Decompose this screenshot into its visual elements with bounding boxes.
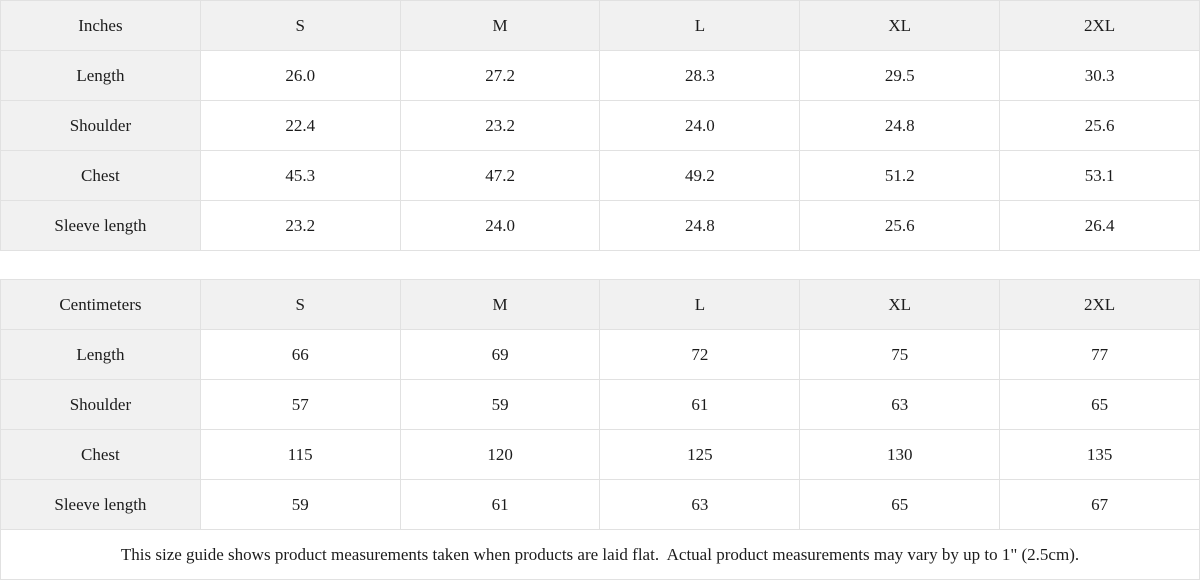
measurement-value: 59 xyxy=(399,379,601,430)
table-row: Chest 45.3 47.2 49.2 51.2 53.1 xyxy=(0,150,1200,201)
measurement-value: 24.8 xyxy=(799,100,1001,151)
measurement-value: 26.4 xyxy=(999,200,1200,251)
centimeters-header-row: Centimeters S M L XL 2XL xyxy=(0,279,1200,330)
measurement-label: Shoulder xyxy=(0,100,201,151)
measurement-value: 61 xyxy=(599,379,801,430)
measurement-value: 49.2 xyxy=(599,150,801,201)
measurement-value: 72 xyxy=(599,329,801,380)
footnote-text: This size guide shows product measuremen… xyxy=(0,529,1200,580)
measurement-value: 24.0 xyxy=(599,100,801,151)
table-row: Shoulder 22.4 23.2 24.0 24.8 25.6 xyxy=(0,100,1200,151)
measurement-value: 53.1 xyxy=(999,150,1200,201)
measurement-value: 25.6 xyxy=(799,200,1001,251)
measurement-value: 30.3 xyxy=(999,50,1200,101)
footnote-section: This size guide shows product measuremen… xyxy=(0,529,1200,580)
measurement-value: 65 xyxy=(999,379,1200,430)
centimeters-section: Centimeters S M L XL 2XL Length 66 69 72… xyxy=(0,279,1200,530)
unit-header-inches: Inches xyxy=(0,0,201,51)
measurement-value: 63 xyxy=(599,479,801,530)
measurement-value: 135 xyxy=(999,429,1200,480)
size-header-xl: XL xyxy=(799,279,1001,330)
table-row: Length 66 69 72 75 77 xyxy=(0,329,1200,380)
measurement-value: 24.8 xyxy=(599,200,801,251)
size-header-l: L xyxy=(599,0,801,51)
table-row: Shoulder 57 59 61 63 65 xyxy=(0,379,1200,430)
measurement-value: 23.2 xyxy=(399,100,601,151)
measurement-value: 47.2 xyxy=(399,150,601,201)
section-spacer xyxy=(0,250,1200,280)
measurement-value: 120 xyxy=(399,429,601,480)
measurement-value: 67 xyxy=(999,479,1200,530)
measurement-value: 23.2 xyxy=(199,200,401,251)
measurement-value: 66 xyxy=(199,329,401,380)
measurement-value: 77 xyxy=(999,329,1200,380)
measurement-label: Sleeve length xyxy=(0,200,201,251)
measurement-value: 57 xyxy=(199,379,401,430)
size-header-2xl: 2XL xyxy=(999,279,1200,330)
measurement-value: 65 xyxy=(799,479,1001,530)
inches-section: Inches S M L XL 2XL Length 26.0 27.2 28.… xyxy=(0,0,1200,251)
measurement-value: 115 xyxy=(199,429,401,480)
unit-header-centimeters: Centimeters xyxy=(0,279,201,330)
measurement-value: 130 xyxy=(799,429,1001,480)
spacer-cell xyxy=(0,250,1200,280)
size-header-m: M xyxy=(399,0,601,51)
measurement-value: 69 xyxy=(399,329,601,380)
measurement-value: 22.4 xyxy=(199,100,401,151)
measurement-value: 24.0 xyxy=(399,200,601,251)
measurement-value: 26.0 xyxy=(199,50,401,101)
measurement-label: Chest xyxy=(0,429,201,480)
measurement-value: 27.2 xyxy=(399,50,601,101)
measurement-value: 45.3 xyxy=(199,150,401,201)
size-header-l: L xyxy=(599,279,801,330)
measurement-value: 63 xyxy=(799,379,1001,430)
measurement-label: Length xyxy=(0,329,201,380)
table-row: Length 26.0 27.2 28.3 29.5 30.3 xyxy=(0,50,1200,101)
footnote-row: This size guide shows product measuremen… xyxy=(0,529,1200,580)
size-header-s: S xyxy=(199,279,401,330)
measurement-value: 61 xyxy=(399,479,601,530)
size-header-s: S xyxy=(199,0,401,51)
table-row: Sleeve length 23.2 24.0 24.8 25.6 26.4 xyxy=(0,200,1200,251)
measurement-value: 29.5 xyxy=(799,50,1001,101)
measurement-label: Chest xyxy=(0,150,201,201)
spacer-row xyxy=(0,250,1200,280)
measurement-label: Length xyxy=(0,50,201,101)
size-header-m: M xyxy=(399,279,601,330)
measurement-value: 51.2 xyxy=(799,150,1001,201)
size-header-xl: XL xyxy=(799,0,1001,51)
measurement-label: Sleeve length xyxy=(0,479,201,530)
table-row: Chest 115 120 125 130 135 xyxy=(0,429,1200,480)
measurement-value: 25.6 xyxy=(999,100,1200,151)
measurement-value: 75 xyxy=(799,329,1001,380)
measurement-value: 125 xyxy=(599,429,801,480)
measurement-value: 59 xyxy=(199,479,401,530)
measurement-label: Shoulder xyxy=(0,379,201,430)
size-header-2xl: 2XL xyxy=(999,0,1200,51)
measurement-value: 28.3 xyxy=(599,50,801,101)
inches-header-row: Inches S M L XL 2XL xyxy=(0,0,1200,51)
table-row: Sleeve length 59 61 63 65 67 xyxy=(0,479,1200,530)
